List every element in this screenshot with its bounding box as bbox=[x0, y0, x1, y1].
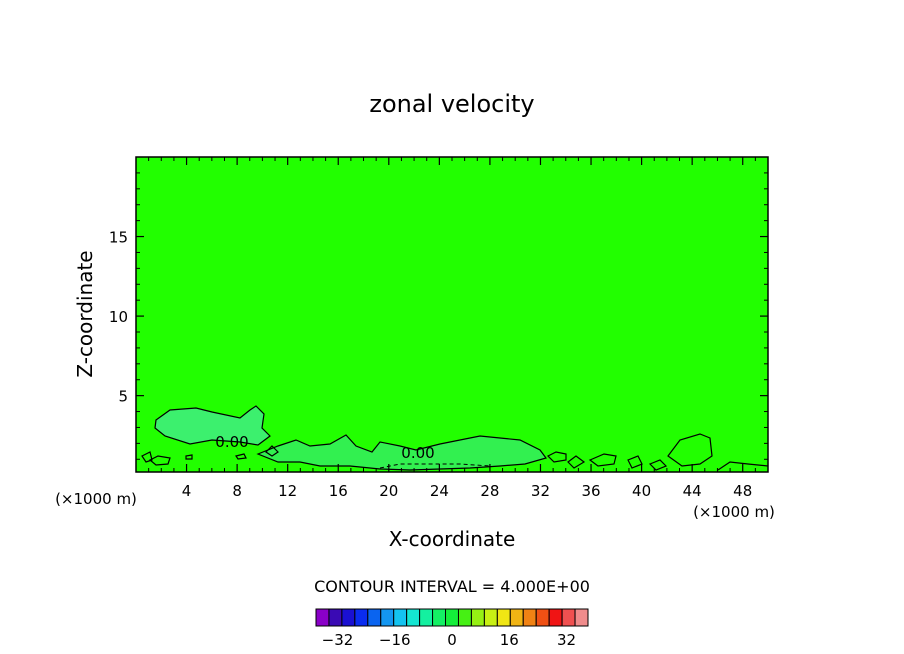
contour-blob bbox=[265, 445, 279, 457]
colorbar-swatch bbox=[445, 608, 459, 627]
x-tick-label: 28 bbox=[480, 482, 499, 500]
x-axis-label: X-coordinate bbox=[389, 527, 516, 551]
x-tick-label: 48 bbox=[733, 482, 752, 500]
contour-label: 0.00 bbox=[401, 444, 434, 462]
x-tick-label: 40 bbox=[632, 482, 651, 500]
contour-blob bbox=[148, 455, 171, 466]
x-tick-label: 8 bbox=[232, 482, 242, 500]
x-tick-label: 20 bbox=[379, 482, 398, 500]
chart-title: zonal velocity bbox=[369, 90, 534, 118]
contour-blob bbox=[141, 451, 153, 463]
colorbar-swatch bbox=[561, 608, 576, 627]
colorbar-tick-label: 32 bbox=[557, 631, 576, 649]
colorbar-swatch bbox=[328, 608, 343, 627]
contour-blob bbox=[546, 451, 567, 463]
y-tick-label: 10 bbox=[109, 308, 128, 326]
contour-blob bbox=[235, 453, 247, 460]
colorbar-swatch bbox=[393, 608, 408, 627]
colorbar-tick-label: 16 bbox=[500, 631, 519, 649]
x-tick-label: 4 bbox=[182, 482, 192, 500]
colorbar-swatch bbox=[432, 608, 447, 627]
x-unit-label-left: (×1000 m) bbox=[55, 490, 137, 508]
x-tick-label: 24 bbox=[430, 482, 449, 500]
contour-region-surface bbox=[256, 434, 548, 471]
colorbar-swatch bbox=[470, 608, 485, 627]
contour-blob bbox=[185, 454, 193, 460]
colorbar-swatch bbox=[419, 608, 434, 627]
contour-label: 0.00 bbox=[215, 433, 248, 451]
colorbar-swatch bbox=[354, 608, 369, 627]
y-axis-label: Z-coordinate bbox=[73, 250, 97, 377]
colorbar-tick-label: −16 bbox=[379, 631, 411, 649]
colorbar-swatch bbox=[367, 608, 382, 627]
x-tick-label: 36 bbox=[581, 482, 600, 500]
x-tick-label: 44 bbox=[683, 482, 702, 500]
colorbar-labels: −32 −16 0 16 32 bbox=[322, 631, 576, 649]
colorbar-swatch bbox=[341, 608, 356, 627]
colorbar bbox=[315, 608, 589, 627]
colorbar-swatch bbox=[406, 608, 421, 627]
colorbar-swatch bbox=[496, 608, 511, 627]
contour-blob bbox=[588, 453, 617, 467]
colorbar-swatch bbox=[509, 608, 524, 627]
x-tick-label: 12 bbox=[278, 482, 297, 500]
colorbar-tick-label: 0 bbox=[447, 631, 457, 649]
x-tick-label: 16 bbox=[329, 482, 348, 500]
y-axis: 5 10 15 bbox=[109, 172, 768, 460]
contour-interval-text: CONTOUR INTERVAL = 4.000E+00 bbox=[314, 577, 590, 596]
contour-blob bbox=[667, 433, 713, 467]
colorbar-swatch bbox=[315, 608, 330, 627]
colorbar-swatch bbox=[548, 608, 563, 627]
colorbar-swatch bbox=[457, 608, 472, 627]
x-unit-label-right: (×1000 m) bbox=[693, 503, 775, 521]
x-tick-label: 32 bbox=[531, 482, 550, 500]
colorbar-swatch bbox=[483, 608, 498, 627]
contour-negative-dashed bbox=[379, 463, 491, 469]
colorbar-swatch bbox=[574, 608, 589, 627]
contour-blob bbox=[567, 455, 586, 469]
x-axis: 4 8 12 16 20 24 28 32 36 40 44 48 bbox=[148, 157, 756, 500]
colorbar-tick-label: −32 bbox=[322, 631, 354, 649]
colorbar-swatch bbox=[380, 608, 395, 627]
colorbar-swatch bbox=[522, 608, 537, 627]
contour-blob bbox=[717, 461, 769, 471]
contour-region-lower bbox=[154, 405, 271, 446]
colorbar-swatch bbox=[535, 608, 550, 627]
y-tick-label: 15 bbox=[109, 229, 128, 247]
y-tick-label: 5 bbox=[118, 388, 128, 406]
